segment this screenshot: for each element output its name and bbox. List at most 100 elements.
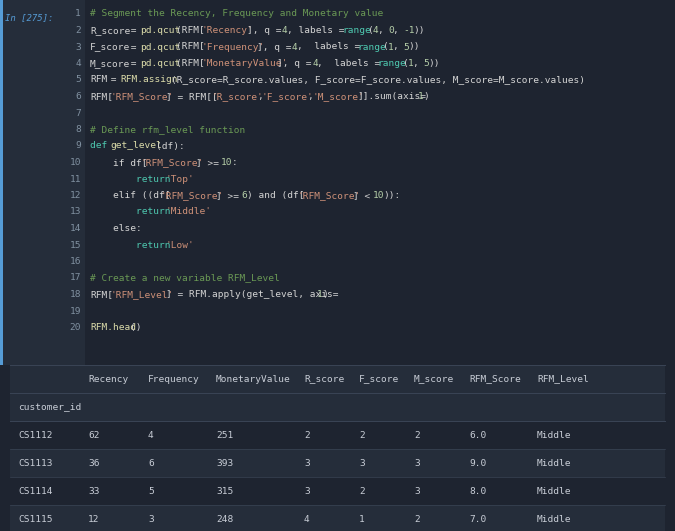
Text: 'Low': 'Low' [166, 241, 194, 250]
Text: 5: 5 [403, 42, 409, 52]
Text: M_score: M_score [414, 374, 454, 383]
Text: 36: 36 [88, 458, 99, 467]
Text: RFM_Score: RFM_Score [469, 374, 520, 383]
Text: )): )) [413, 26, 425, 35]
Text: 'MonetaryValue': 'MonetaryValue' [201, 59, 288, 68]
Text: 1: 1 [388, 42, 394, 52]
Text: 3: 3 [359, 458, 364, 467]
Text: RFM.assign: RFM.assign [120, 75, 178, 84]
Text: 'Top': 'Top' [166, 175, 194, 184]
Bar [10, 477, 665, 505]
Text: ,: , [393, 26, 404, 35]
Text: 9: 9 [75, 141, 81, 150]
Text: CS1114: CS1114 [18, 486, 53, 495]
Text: customer_id: customer_id [18, 402, 81, 412]
Text: return: return [90, 175, 176, 184]
Text: (RFM[: (RFM[ [176, 42, 205, 52]
Text: 18: 18 [70, 290, 81, 299]
Text: 3: 3 [414, 458, 420, 467]
Text: 5: 5 [423, 59, 429, 68]
Text: 315: 315 [216, 486, 234, 495]
Text: 0: 0 [388, 26, 394, 35]
Text: 'Frequency': 'Frequency' [201, 42, 265, 52]
Text: ] >=: ] >= [196, 158, 225, 167]
Text: 2: 2 [359, 486, 364, 495]
Text: # Segment the Recency, Frequency and Monetary value: # Segment the Recency, Frequency and Mon… [90, 10, 383, 19]
Text: ], q =: ], q = [256, 42, 297, 52]
Text: 3: 3 [414, 486, 420, 495]
Text: 3: 3 [148, 515, 154, 524]
Text: 3: 3 [304, 486, 310, 495]
Text: ,: , [413, 59, 425, 68]
Text: 7.0: 7.0 [469, 515, 486, 524]
Text: 10: 10 [373, 191, 384, 200]
Text: 'Middle': 'Middle' [166, 208, 212, 217]
Bar [10, 505, 665, 531]
Text: 'F_score': 'F_score' [262, 92, 313, 101]
Text: =: = [126, 26, 142, 35]
Text: :: : [232, 158, 237, 167]
Text: 8: 8 [75, 125, 81, 134]
Text: ], q =: ], q = [246, 26, 287, 35]
Text: 2: 2 [304, 431, 310, 440]
Text: =: = [105, 75, 122, 84]
Text: R_score: R_score [90, 26, 130, 35]
Text: Recency: Recency [88, 374, 128, 383]
Text: range: range [378, 59, 406, 68]
Text: 6.0: 6.0 [469, 431, 486, 440]
Text: 5: 5 [75, 75, 81, 84]
Text: 13: 13 [70, 208, 81, 217]
Text: 'RFM_Level': 'RFM_Level' [110, 290, 173, 299]
Bar [10, 365, 665, 393]
Text: =: = [126, 42, 142, 52]
Text: 7: 7 [75, 108, 81, 117]
Text: 33: 33 [88, 486, 99, 495]
Text: 5: 5 [148, 486, 154, 495]
Text: 393: 393 [216, 458, 234, 467]
Text: Frequency: Frequency [148, 374, 200, 383]
Text: )): )) [408, 42, 420, 52]
Text: 4: 4 [148, 431, 154, 440]
Text: CS1113: CS1113 [18, 458, 53, 467]
Text: 11: 11 [70, 175, 81, 184]
Text: 1: 1 [359, 515, 364, 524]
Text: ] <: ] < [352, 191, 375, 200]
Text: CS1112: CS1112 [18, 431, 53, 440]
Text: 4: 4 [75, 59, 81, 68]
Text: ] = RFM.apply(get_level, axis=: ] = RFM.apply(get_level, axis= [166, 290, 338, 299]
Text: 12: 12 [70, 191, 81, 200]
Bar [10, 365, 665, 531]
Text: 'RFM_Score': 'RFM_Score' [110, 92, 173, 101]
Text: 1: 1 [75, 10, 81, 19]
Text: 6: 6 [75, 92, 81, 101]
Text: pd.qcut: pd.qcut [140, 42, 181, 52]
Text: 1: 1 [418, 92, 424, 101]
Text: )): )) [429, 59, 440, 68]
Text: 4: 4 [282, 26, 288, 35]
Text: pd.qcut: pd.qcut [140, 26, 181, 35]
Text: 6: 6 [242, 191, 247, 200]
Text: RFM[: RFM[ [90, 92, 113, 101]
Text: ,  labels =: , labels = [317, 59, 386, 68]
Text: 16: 16 [70, 257, 81, 266]
Text: 'RFM_Score': 'RFM_Score' [297, 191, 360, 200]
Bar [10, 449, 665, 477]
Text: 12: 12 [88, 515, 99, 524]
Text: ) and (df[: ) and (df[ [246, 191, 304, 200]
Text: 2: 2 [359, 431, 364, 440]
Text: 15: 15 [70, 241, 81, 250]
Text: , labels =: , labels = [287, 26, 350, 35]
Text: (RFM[: (RFM[ [176, 26, 205, 35]
Text: Middle: Middle [537, 458, 572, 467]
Text: 4: 4 [292, 42, 298, 52]
Text: 9.0: 9.0 [469, 458, 486, 467]
Text: 20: 20 [70, 323, 81, 332]
Text: return: return [90, 241, 176, 250]
Text: Middle: Middle [537, 431, 572, 440]
Text: 2: 2 [75, 26, 81, 35]
Text: (: ( [403, 59, 409, 68]
Text: M_score: M_score [90, 59, 130, 68]
Text: In [275]:: In [275]: [5, 13, 53, 22]
Bar [10, 393, 665, 421]
Text: return: return [90, 208, 176, 217]
